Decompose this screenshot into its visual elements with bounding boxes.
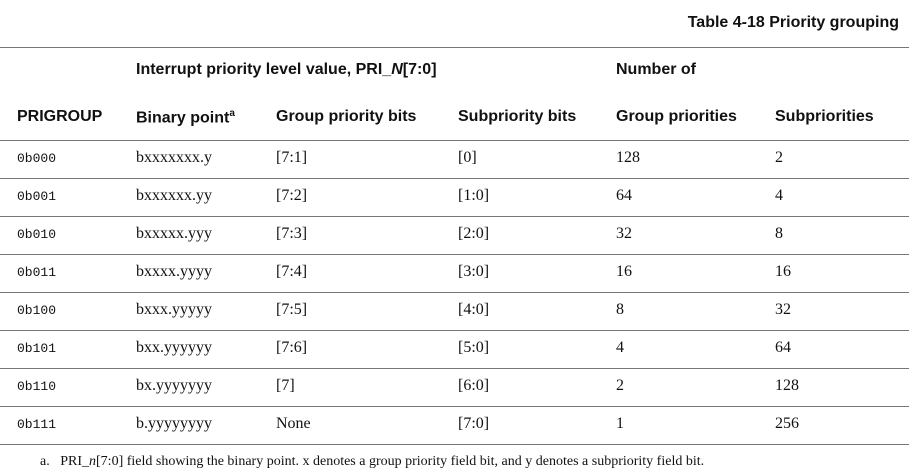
header-italic: N (391, 61, 403, 78)
cell: bxxxx.yyyy (136, 263, 212, 280)
cell: 4 (775, 187, 783, 204)
cell: 256 (775, 415, 799, 432)
group-header: Number of (616, 61, 696, 78)
column-header: Subpriorities (775, 108, 874, 125)
cell: 16 (616, 263, 632, 280)
cell: [5:0] (458, 339, 490, 356)
rule (0, 140, 909, 141)
footnote-ref: a (229, 108, 235, 119)
footnote-italic: n (89, 454, 97, 469)
cell: bxxxxx.yyy (136, 225, 212, 242)
cell: 2 (775, 149, 783, 166)
cell: 1 (616, 415, 624, 432)
cell: [6:0] (458, 377, 490, 394)
header-text: Binary point (136, 109, 230, 127)
cell: 0b101 (17, 341, 57, 356)
cell: 0b100 (17, 303, 57, 318)
cell: [7:1] (276, 149, 308, 166)
group-header: Interrupt priority level value, PRI_N[7:… (136, 61, 437, 79)
rule (0, 444, 909, 445)
cell: [7:2] (276, 187, 308, 204)
cell: bxxx.yyyyy (136, 301, 212, 318)
cell: 4 (616, 339, 624, 356)
cell: 0b111 (17, 417, 57, 432)
header-text: [7:0] (402, 61, 437, 78)
column-header: Group priority bits (276, 108, 417, 125)
rule (0, 216, 909, 217)
column-header: PRIGROUP (17, 108, 103, 125)
column-header: Subpriority bits (458, 108, 577, 125)
rule (0, 254, 909, 255)
cell: [7] (276, 377, 295, 394)
column-header: Binary pointa (136, 108, 235, 127)
rule (0, 330, 909, 331)
footnote-text: PRI_ (60, 454, 90, 469)
cell: 16 (775, 263, 791, 280)
cell: bxxxxxx.yy (136, 187, 212, 204)
cell: [2:0] (458, 225, 490, 242)
cell: 8 (775, 225, 783, 242)
cell: 128 (616, 149, 640, 166)
cell: [4:0] (458, 301, 490, 318)
cell: [3:0] (458, 263, 490, 280)
rule (0, 178, 909, 179)
rule (0, 292, 909, 293)
cell: 8 (616, 301, 624, 318)
cell: bx.yyyyyyy (136, 377, 212, 394)
cell: bxx.yyyyyy (136, 339, 212, 356)
cell: [1:0] (458, 187, 490, 204)
footnote: a. PRI_n[7:0] field showing the binary p… (40, 454, 704, 470)
cell: [7:0] (458, 415, 490, 432)
cell: [7:3] (276, 225, 308, 242)
rule (0, 47, 909, 48)
header-text: Interrupt priority level value, PRI_ (136, 61, 392, 78)
cell: 2 (616, 377, 624, 394)
footnote-text: [7:0] field showing the binary point. x … (96, 454, 705, 469)
cell: 0b010 (17, 227, 57, 242)
cell: b.yyyyyyyy (136, 415, 212, 432)
cell: 64 (616, 187, 632, 204)
cell: 32 (775, 301, 791, 318)
cell: 0b001 (17, 189, 57, 204)
cell: 0b110 (17, 379, 57, 394)
table-title: Table 4-18 Priority grouping (687, 14, 899, 31)
cell: 32 (616, 225, 632, 242)
cell: [7:6] (276, 339, 308, 356)
cell: None (276, 415, 311, 432)
cell: [7:4] (276, 263, 308, 280)
column-header: Group priorities (616, 108, 737, 125)
cell: 128 (775, 377, 799, 394)
rule (0, 368, 909, 369)
cell: 0b011 (17, 265, 57, 280)
cell: 64 (775, 339, 791, 356)
footnote-mark: a. (40, 454, 50, 469)
cell: 0b000 (17, 151, 57, 166)
cell: [7:5] (276, 301, 308, 318)
rule (0, 406, 909, 407)
cell: [0] (458, 149, 477, 166)
cell: bxxxxxxx.y (136, 149, 212, 166)
